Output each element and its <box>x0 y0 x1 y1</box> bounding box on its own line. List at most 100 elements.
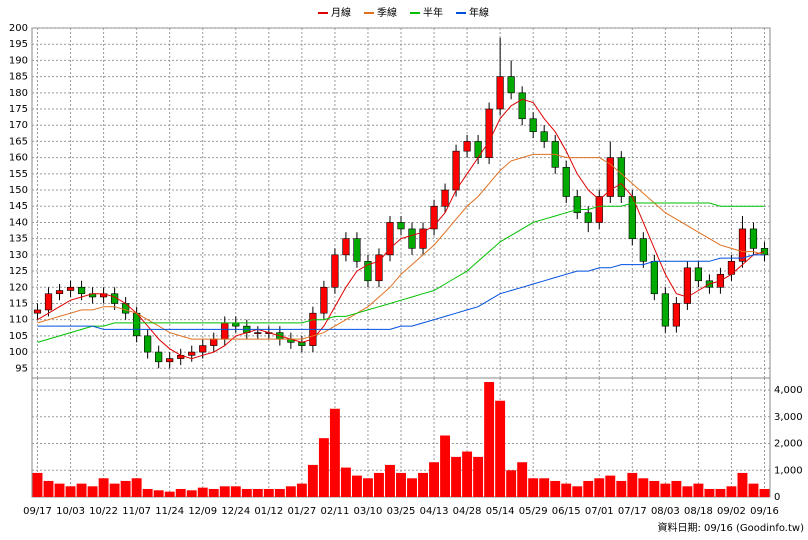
candle-body <box>573 196 581 214</box>
legend-label: 月線 <box>331 6 351 19</box>
y-tick-label: 185 <box>9 72 28 83</box>
x-tick-label: 03/10 <box>354 506 383 517</box>
volume-bar <box>219 486 230 497</box>
y-tick-label: 95 <box>15 363 28 374</box>
x-tick-label: 11/24 <box>155 506 184 517</box>
volume-bar <box>715 488 726 497</box>
volume-bar <box>616 480 627 497</box>
candle-body <box>353 238 361 262</box>
volume-bar <box>362 478 373 497</box>
volume-bar <box>462 451 473 497</box>
volume-bar <box>252 488 263 497</box>
volume-bar <box>605 475 616 497</box>
y-tick-label: 155 <box>9 169 28 180</box>
volume-bar <box>495 400 506 497</box>
candle-body <box>342 238 350 256</box>
volume-bar <box>65 486 76 497</box>
y-tick-label: 105 <box>9 331 28 342</box>
volume-bar <box>241 488 252 497</box>
volume-bar <box>120 480 131 497</box>
volume-bar <box>285 486 296 497</box>
volume-bar <box>583 480 594 497</box>
x-tick-label: 12/09 <box>188 506 217 517</box>
candle-body <box>430 205 438 230</box>
x-tick-label: 02/11 <box>320 506 349 517</box>
candle-body <box>485 108 493 158</box>
legend: 月線 季線 半年 年線 <box>318 6 489 19</box>
candle-body <box>595 196 603 223</box>
x-tick-label: 01/27 <box>287 506 316 517</box>
candle-body <box>331 254 339 288</box>
volume-bar <box>351 475 362 497</box>
y-tick-label: 145 <box>9 201 28 212</box>
volume-bar <box>385 464 395 497</box>
candle-body <box>221 322 229 340</box>
volume-tick-label: 3,000 <box>774 412 803 423</box>
volume-bar <box>737 472 748 497</box>
volume-bar <box>759 488 770 497</box>
y-tick-label: 165 <box>9 136 28 147</box>
x-tick-label: 09/16 <box>750 506 779 517</box>
y-tick-label: 190 <box>9 55 28 66</box>
volume-bar <box>396 472 406 497</box>
candle-body <box>617 157 625 197</box>
source-note: 資料日期: 09/16 (Goodinfo.tw) <box>657 521 804 534</box>
volume-bar <box>153 490 164 497</box>
volume-bar <box>704 488 715 497</box>
candle-body <box>694 267 703 282</box>
y-tick-label: 125 <box>9 266 28 277</box>
candle-body <box>661 293 669 327</box>
candle-body <box>507 76 515 94</box>
x-tick-label: 07/17 <box>618 506 647 517</box>
volume-tick-label: 2,000 <box>774 439 803 450</box>
volume-bar <box>263 488 274 497</box>
legend-label: 季線 <box>377 6 397 19</box>
y-tick-label: 170 <box>9 120 28 131</box>
volume-bar <box>109 483 120 497</box>
x-tick-label: 05/14 <box>486 506 515 517</box>
volume-bar <box>660 483 671 497</box>
candle-body <box>144 335 152 353</box>
x-tick-label: 12/24 <box>221 506 250 517</box>
volume-bar <box>307 464 318 497</box>
volume-bar <box>561 483 572 497</box>
y-tick-label: 130 <box>9 250 28 261</box>
y-tick-label: 110 <box>9 315 28 326</box>
candle-body <box>44 293 53 311</box>
candle-body <box>155 351 163 363</box>
x-tick-label: 10/22 <box>89 506 118 517</box>
x-tick-label: 09/17 <box>23 506 52 517</box>
volume-bar <box>594 478 605 497</box>
candle-body <box>584 212 592 223</box>
y-tick-label: 200 <box>9 23 28 34</box>
volume-bar <box>440 435 451 497</box>
y-tick-label: 160 <box>9 153 28 164</box>
y-tick-label: 115 <box>9 298 28 309</box>
volume-bar <box>649 480 660 497</box>
candle-body <box>386 222 394 256</box>
volume-tick-label: 1,000 <box>774 465 803 476</box>
y-tick-label: 135 <box>9 234 28 245</box>
candle-body <box>562 167 570 197</box>
y-tick-label: 150 <box>9 185 28 196</box>
candle-body <box>738 228 747 262</box>
x-tick-label: 07/01 <box>585 506 614 517</box>
x-tick-label: 03/25 <box>387 506 416 517</box>
volume-bar <box>407 478 417 497</box>
volume-bar <box>550 480 561 497</box>
volume-bar <box>374 472 384 497</box>
candle-body <box>474 141 482 158</box>
volume-bar <box>274 488 285 497</box>
x-tick-label: 08/03 <box>651 506 680 517</box>
volume-bar <box>131 478 142 497</box>
volume-bar <box>329 408 340 497</box>
candle-body <box>199 345 207 353</box>
volume-bar <box>186 490 197 497</box>
x-tick-label: 01/12 <box>254 506 283 517</box>
ma-line <box>37 254 765 330</box>
candle-body <box>650 261 658 295</box>
candle-body <box>452 150 460 191</box>
candle-body <box>639 238 647 262</box>
candle-body <box>33 309 42 314</box>
